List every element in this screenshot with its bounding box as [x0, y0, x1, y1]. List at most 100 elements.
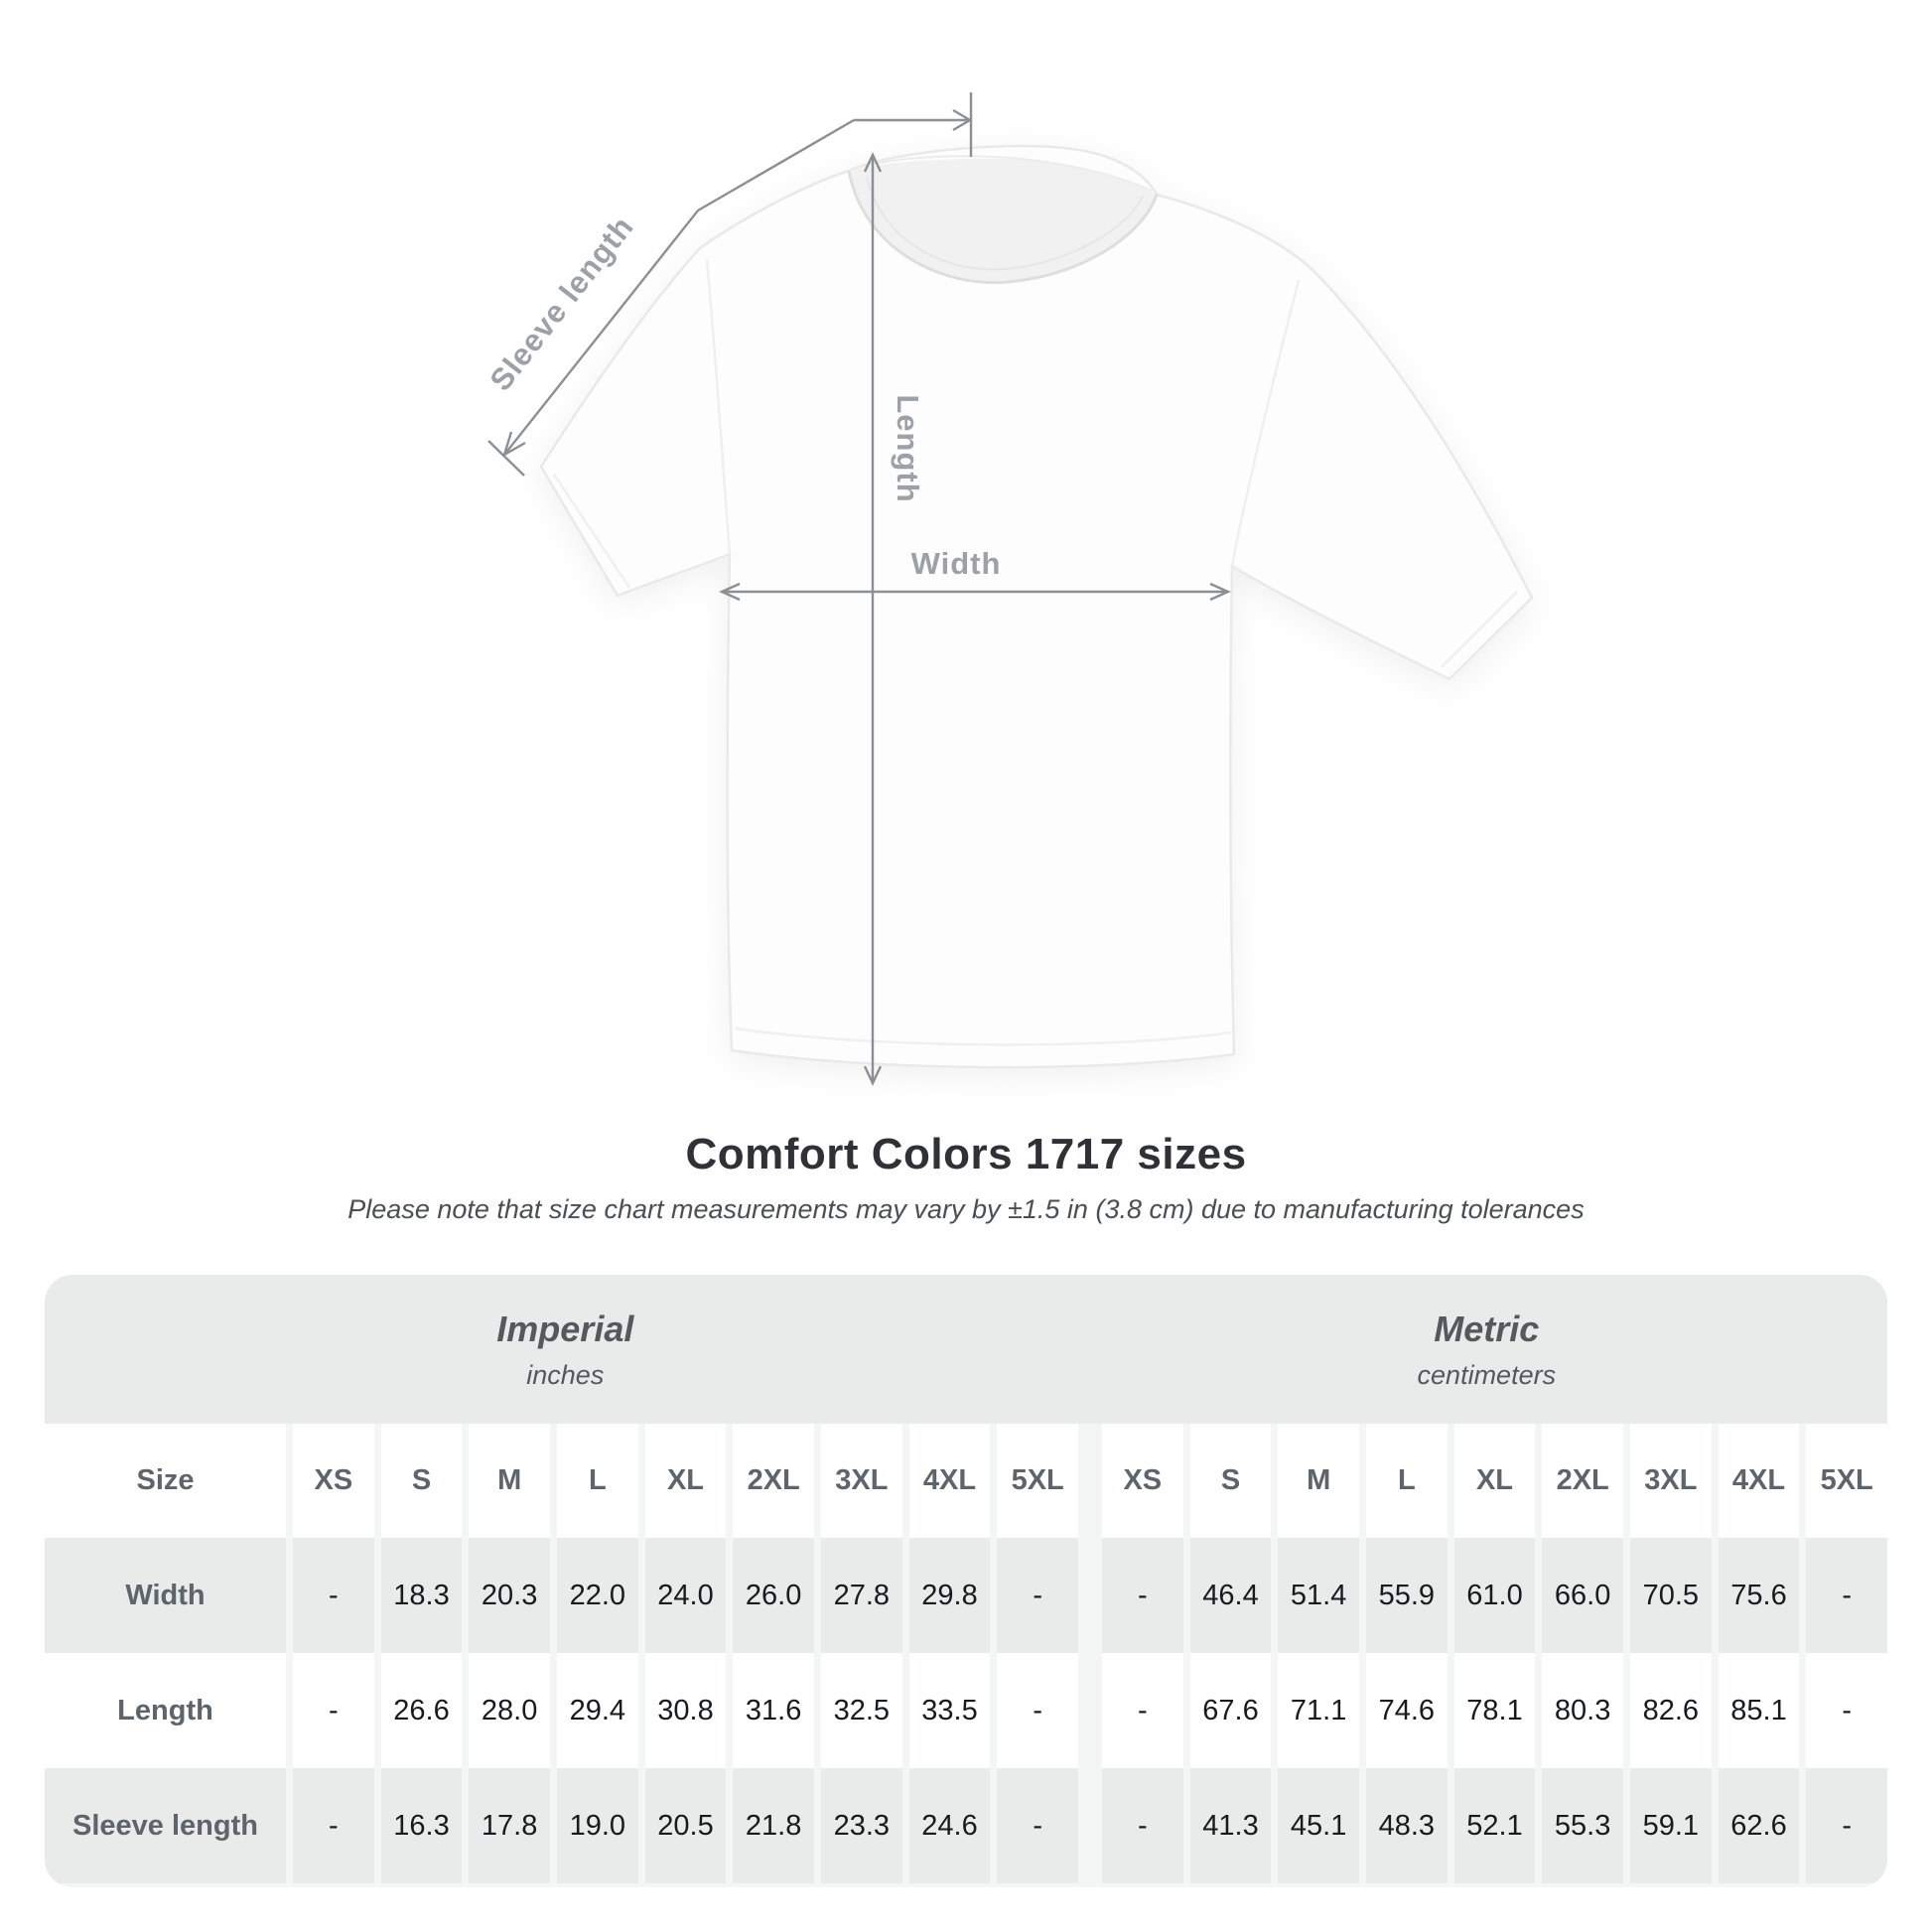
- tshirt-graphic: [539, 144, 1534, 1069]
- metric-size-header: L: [1365, 1424, 1448, 1538]
- sleeve-length-row: Sleeve length -16.3 17.8 19.0 20.5 21.8 23.3 24…: [45, 1768, 1887, 1883]
- imperial-value-cell: 29.8: [908, 1538, 991, 1653]
- metric-value-cell: 75.6: [1718, 1538, 1800, 1653]
- imperial-value-cell: 21.8: [733, 1768, 814, 1883]
- length-arrow: [863, 152, 883, 1086]
- unit-band: Imperial inches Metric centimeters: [45, 1275, 1887, 1424]
- size-chart-table: Imperial inches Metric centimeters Size X…: [45, 1275, 1887, 1887]
- metric-value-cell: -: [1101, 1768, 1183, 1883]
- imperial-size-header: 2XL: [733, 1424, 814, 1538]
- width-row: Width -18.3 20.3 22.0 24.0 26.0 27.8 29.8- -46.4…: [45, 1538, 1887, 1653]
- imperial-value-cell: -: [293, 1538, 374, 1653]
- metric-size-header: S: [1189, 1424, 1272, 1538]
- metric-size-header: 4XL: [1718, 1424, 1800, 1538]
- metric-value-cell: -: [1806, 1653, 1887, 1768]
- metric-value-cell: 51.4: [1278, 1538, 1359, 1653]
- imperial-value-cell: -: [293, 1653, 374, 1768]
- imperial-value-cell: -: [293, 1768, 374, 1883]
- imperial-size-header: XL: [644, 1424, 727, 1538]
- metric-value-cell: 48.3: [1365, 1768, 1448, 1883]
- imperial-value-cell: 19.0: [556, 1768, 638, 1883]
- row-label-cell: Width: [45, 1538, 286, 1653]
- length-row: Length -26.6 28.0 29.4 30.8 31.6 32.5 33.5- -67.…: [45, 1653, 1887, 1768]
- size-header-row: Size XS S M L XL 2XL 3XL 4XL 5XL XS S M L XL 2XL 3XL 4XL 5…: [45, 1424, 1887, 1538]
- metric-value-cell: 74.6: [1365, 1653, 1448, 1768]
- imperial-size-header: M: [469, 1424, 550, 1538]
- imperial-size-header: 4XL: [908, 1424, 991, 1538]
- imperial-size-header: XS: [293, 1424, 374, 1538]
- imperial-value-cell: 22.0: [556, 1538, 638, 1653]
- metric-group-unit: centimeters: [1417, 1359, 1557, 1390]
- metric-value-cell: 62.6: [1718, 1768, 1800, 1883]
- metric-value-cell: 78.1: [1453, 1653, 1536, 1768]
- tolerance-note: Please note that size chart measurements…: [347, 1194, 1585, 1224]
- tshirt-diagram: Sleeve length Length Width: [483, 92, 1534, 1086]
- metric-value-cell: 59.1: [1629, 1768, 1712, 1883]
- width-label: Width: [911, 546, 1002, 581]
- metric-value-cell: -: [1101, 1653, 1183, 1768]
- metric-value-cell: 71.1: [1278, 1653, 1359, 1768]
- page-title: Comfort Colors 1717 sizes: [685, 1130, 1247, 1178]
- imperial-group-unit: inches: [526, 1359, 605, 1390]
- imperial-value-cell: 27.8: [820, 1538, 902, 1653]
- metric-value-cell: 61.0: [1453, 1538, 1536, 1653]
- metric-value-cell: -: [1101, 1538, 1183, 1653]
- metric-group-title: Metric: [1434, 1308, 1540, 1349]
- sleeve-length-arrow: [487, 118, 855, 477]
- metric-value-cell: 85.1: [1718, 1653, 1800, 1768]
- group-spacer: [1085, 1538, 1095, 1653]
- metric-size-header: XS: [1101, 1424, 1183, 1538]
- imperial-value-cell: 28.0: [469, 1653, 550, 1768]
- imperial-value-cell: 29.4: [556, 1653, 638, 1768]
- length-label: Length: [891, 394, 925, 502]
- metric-value-cell: 55.3: [1542, 1768, 1623, 1883]
- metric-size-header: 5XL: [1806, 1424, 1887, 1538]
- metric-value-cell: 45.1: [1278, 1768, 1359, 1883]
- imperial-value-cell: 26.6: [380, 1653, 463, 1768]
- metric-value-cell: -: [1806, 1768, 1887, 1883]
- imperial-value-cell: 17.8: [469, 1768, 550, 1883]
- size-column-header: Size: [45, 1424, 286, 1538]
- imperial-value-cell: 30.8: [644, 1653, 727, 1768]
- imperial-size-header: 3XL: [820, 1424, 902, 1538]
- imperial-size-header: S: [380, 1424, 463, 1538]
- metric-size-header: 2XL: [1542, 1424, 1623, 1538]
- imperial-value-cell: 31.6: [733, 1653, 814, 1768]
- imperial-value-cell: -: [997, 1538, 1078, 1653]
- metric-size-header: 3XL: [1629, 1424, 1712, 1538]
- imperial-value-cell: 20.3: [469, 1538, 550, 1653]
- imperial-value-cell: -: [997, 1768, 1078, 1883]
- imperial-value-cell: 18.3: [380, 1538, 463, 1653]
- imperial-value-cell: 32.5: [820, 1653, 902, 1768]
- imperial-value-cell: 24.0: [644, 1538, 727, 1653]
- metric-group-header: Metric centimeters: [1086, 1275, 1887, 1424]
- metric-value-cell: 52.1: [1453, 1768, 1536, 1883]
- group-spacer: [1085, 1424, 1095, 1538]
- imperial-group-header: Imperial inches: [45, 1275, 1086, 1424]
- metric-value-cell: 82.6: [1629, 1653, 1712, 1768]
- metric-value-cell: 67.6: [1189, 1653, 1272, 1768]
- imperial-value-cell: 16.3: [380, 1768, 463, 1883]
- row-label-cell: Sleeve length: [45, 1768, 286, 1883]
- group-spacer: [1085, 1768, 1095, 1883]
- group-spacer: [1085, 1653, 1095, 1768]
- metric-value-cell: 66.0: [1542, 1538, 1623, 1653]
- metric-size-header: XL: [1453, 1424, 1536, 1538]
- imperial-value-cell: 23.3: [820, 1768, 902, 1883]
- imperial-value-cell: 26.0: [733, 1538, 814, 1653]
- metric-size-header: M: [1278, 1424, 1359, 1538]
- width-arrow: [719, 582, 1231, 602]
- metric-value-cell: 55.9: [1365, 1538, 1448, 1653]
- center-back-arrow: [854, 92, 973, 157]
- row-label-cell: Length: [45, 1653, 286, 1768]
- imperial-group-title: Imperial: [496, 1308, 634, 1349]
- imperial-value-cell: -: [997, 1653, 1078, 1768]
- metric-value-cell: 46.4: [1189, 1538, 1272, 1653]
- imperial-value-cell: 20.5: [644, 1768, 727, 1883]
- metric-value-cell: 41.3: [1189, 1768, 1272, 1883]
- metric-value-cell: -: [1806, 1538, 1887, 1653]
- imperial-size-header: 5XL: [997, 1424, 1078, 1538]
- imperial-value-cell: 33.5: [908, 1653, 991, 1768]
- metric-value-cell: 70.5: [1629, 1538, 1712, 1653]
